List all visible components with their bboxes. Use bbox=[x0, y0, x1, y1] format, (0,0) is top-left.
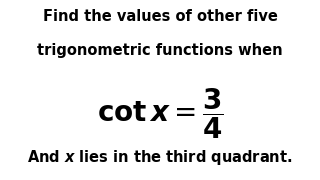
Text: trigonometric functions when: trigonometric functions when bbox=[37, 43, 283, 58]
Text: And $\boldsymbol{x}$ lies in the third quadrant.: And $\boldsymbol{x}$ lies in the third q… bbox=[27, 148, 293, 167]
Text: $\mathbf{cot}\,\boldsymbol{x} = \dfrac{\mathbf{3}}{\mathbf{4}}$: $\mathbf{cot}\,\boldsymbol{x} = \dfrac{\… bbox=[97, 86, 223, 141]
Text: Find the values of other five: Find the values of other five bbox=[43, 9, 277, 24]
